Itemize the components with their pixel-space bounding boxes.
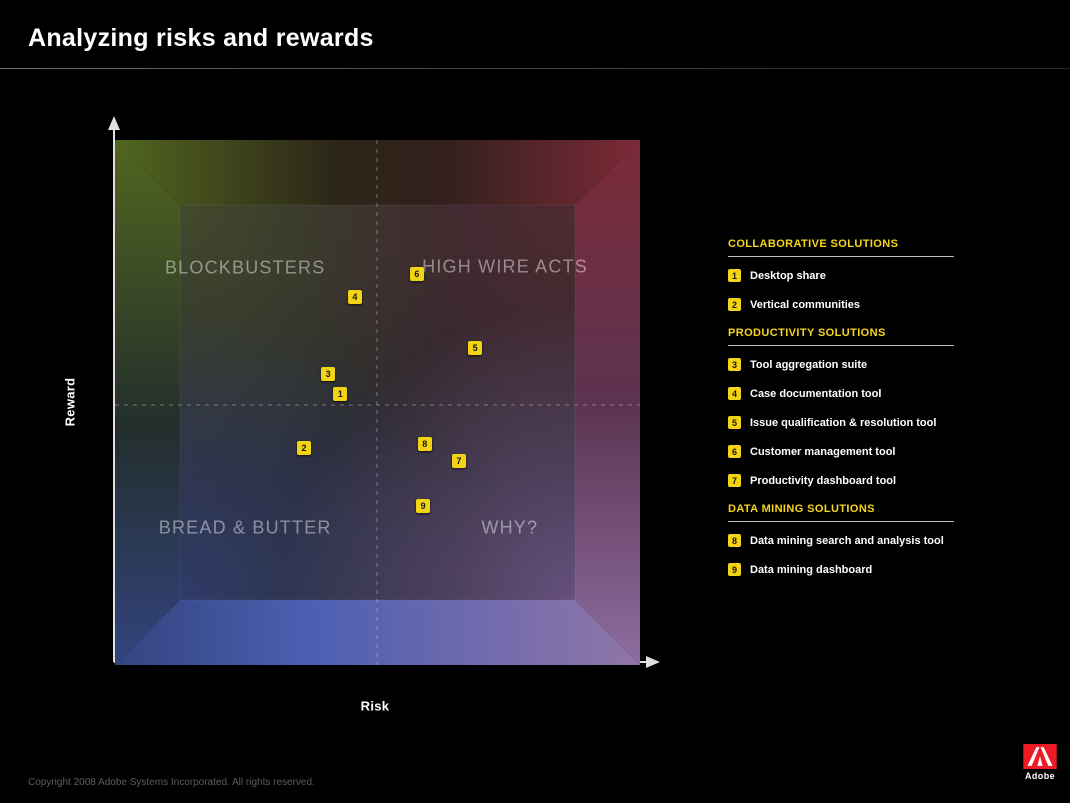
legend-item: 6 Customer management tool: [728, 445, 954, 458]
legend-group: DATA MINING SOLUTIONS 8 Data mining search…: [728, 503, 954, 576]
chart-3d-background: [115, 140, 640, 665]
legend-item: 4 Case documentation tool: [728, 387, 954, 400]
adobe-logo: Adobe: [1018, 744, 1062, 781]
legend-item: 1 Desktop share: [728, 269, 954, 282]
chart-marker-7: 7: [451, 453, 466, 468]
chart-marker-2: 2: [297, 441, 311, 456]
legend-item-label: Productivity dashboard tool: [750, 474, 897, 487]
y-axis-label: Reward: [62, 377, 78, 427]
legend-item: 7 Productivity dashboard tool: [728, 474, 954, 487]
adobe-a-icon: [1023, 744, 1057, 769]
legend-item-number-badge: 1: [728, 269, 741, 282]
legend-group-header: PRODUCTIVITY SOLUTIONS: [728, 327, 954, 346]
quadrant-label-2: HIGH WIRE ACTS: [422, 256, 588, 277]
legend-group-header: COLLABORATIVE SOLUTIONS: [728, 238, 954, 257]
legend-item-label: Data mining dashboard: [750, 563, 873, 576]
legend-item-number-badge: 5: [728, 416, 741, 429]
plot-area: BLOCKBUSTERS HIGH WIRE ACTS BREAD & BUTTER…: [115, 140, 640, 665]
title-divider: [0, 68, 1070, 69]
legend-group: PRODUCTIVITY SOLUTIONS 3 Tool aggregation …: [728, 327, 954, 487]
legend-item: 3 Tool aggregation suite: [728, 358, 954, 371]
chart-marker-4: 4: [347, 289, 362, 304]
legend-item: 5 Issue qualification & resolution tool: [728, 416, 954, 429]
legend-item-number-badge: 8: [728, 534, 741, 547]
legend-item-label: Desktop share: [750, 269, 826, 282]
legend-item-label: Vertical communities: [750, 298, 861, 311]
legend-item-number-badge: 2: [728, 298, 741, 311]
legend-item-number-badge: 4: [728, 387, 741, 400]
x-axis-label: Risk: [360, 698, 390, 714]
legend-item-label: Tool aggregation suite: [750, 358, 868, 371]
quadrant-label-1: BLOCKBUSTERS: [164, 257, 326, 278]
chart-marker-6: 6: [409, 266, 424, 281]
legend-item-label: Data mining search and analysis tool: [750, 534, 944, 547]
legend-item-number-badge: 3: [728, 358, 741, 371]
chart-marker-8: 8: [417, 436, 432, 451]
legend-item-label: Customer management tool: [750, 445, 896, 458]
legend-item-number-badge: 7: [728, 474, 741, 487]
legend-item-label: Case documentation tool: [750, 387, 882, 400]
quadrant-chart: BLOCKBUSTERS HIGH WIRE ACTS BREAD & BUTTER…: [115, 140, 640, 665]
legend: COLLABORATIVE SOLUTIONS 1 Desktop share 2 Ve…: [728, 238, 954, 592]
chart-marker-9: 9: [416, 498, 431, 513]
legend-group-header: DATA MINING SOLUTIONS: [728, 503, 954, 522]
legend-item-number-badge: 6: [728, 445, 741, 458]
legend-group: COLLABORATIVE SOLUTIONS 1 Desktop share 2 Ve…: [728, 238, 954, 311]
quadrant-label-4: WHY?: [481, 517, 539, 538]
legend-item: 9 Data mining dashboard: [728, 563, 954, 576]
copyright-text: Copyright 2008 Adobe Systems Incorporate…: [28, 777, 315, 788]
quadrant-label-3: BREAD & BUTTER: [158, 517, 332, 538]
legend-item: 2 Vertical communities: [728, 298, 954, 311]
legend-item-number-badge: 9: [728, 563, 741, 576]
adobe-wordmark: Adobe: [1025, 771, 1055, 781]
chart-marker-3: 3: [321, 367, 336, 382]
legend-item-label: Issue qualification & resolution tool: [750, 416, 937, 429]
legend-item: 8 Data mining search and analysis tool: [728, 534, 954, 547]
chart-marker-5: 5: [468, 340, 483, 355]
chart-marker-1: 1: [333, 387, 348, 402]
page-title: Analyzing risks and rewards: [28, 24, 374, 52]
